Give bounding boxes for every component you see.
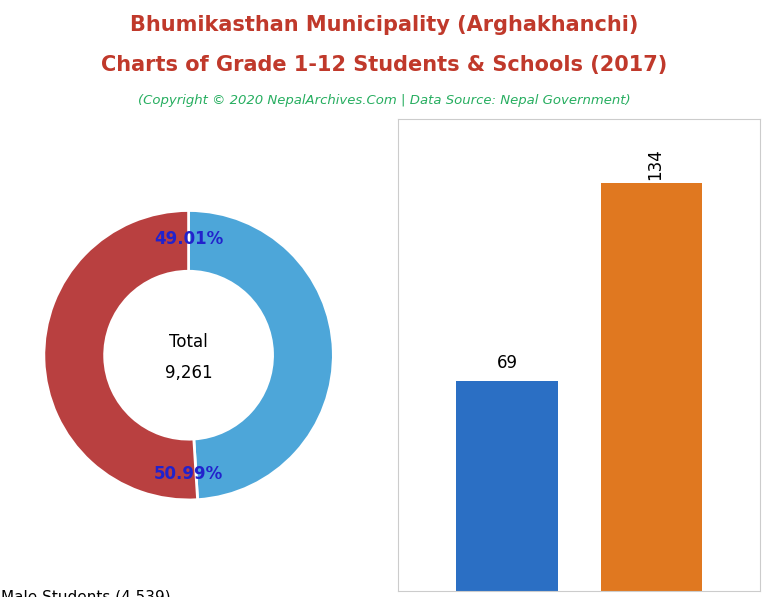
Bar xyxy=(456,381,558,591)
Bar xyxy=(601,183,703,591)
Text: Bhumikasthan Municipality (Arghakhanchi): Bhumikasthan Municipality (Arghakhanchi) xyxy=(130,15,638,35)
Text: 9,261: 9,261 xyxy=(165,364,213,381)
Text: Charts of Grade 1-12 Students & Schools (2017): Charts of Grade 1-12 Students & Schools … xyxy=(101,55,667,75)
Text: 69: 69 xyxy=(497,354,518,372)
Text: 49.01%: 49.01% xyxy=(154,230,223,248)
Text: 134: 134 xyxy=(647,149,664,180)
Wedge shape xyxy=(44,211,197,500)
Legend: Male Students (4,539), Female Students (4,722): Male Students (4,539), Female Students (… xyxy=(0,583,194,597)
Text: 50.99%: 50.99% xyxy=(154,465,223,483)
Text: (Copyright © 2020 NepalArchives.Com | Data Source: Nepal Government): (Copyright © 2020 NepalArchives.Com | Da… xyxy=(137,94,631,107)
Wedge shape xyxy=(189,211,333,500)
Text: Total: Total xyxy=(169,333,208,351)
